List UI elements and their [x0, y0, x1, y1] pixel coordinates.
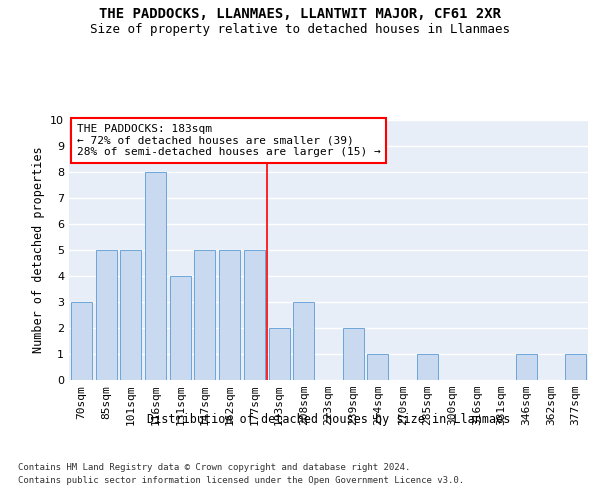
Bar [343, 328, 364, 380]
Bar [367, 354, 388, 380]
Bar [516, 354, 537, 380]
Text: Contains public sector information licensed under the Open Government Licence v3: Contains public sector information licen… [18, 476, 464, 485]
Bar [269, 328, 290, 380]
Bar [71, 302, 92, 380]
Text: THE PADDOCKS: 183sqm
← 72% of detached houses are smaller (39)
28% of semi-detac: THE PADDOCKS: 183sqm ← 72% of detached h… [77, 124, 380, 157]
Bar [120, 250, 141, 380]
Bar [194, 250, 215, 380]
Bar [219, 250, 240, 380]
Bar [293, 302, 314, 380]
Y-axis label: Number of detached properties: Number of detached properties [32, 146, 44, 354]
Text: Contains HM Land Registry data © Crown copyright and database right 2024.: Contains HM Land Registry data © Crown c… [18, 462, 410, 471]
Bar [244, 250, 265, 380]
Bar [170, 276, 191, 380]
Bar [95, 250, 116, 380]
Bar [565, 354, 586, 380]
Text: THE PADDOCKS, LLANMAES, LLANTWIT MAJOR, CF61 2XR: THE PADDOCKS, LLANMAES, LLANTWIT MAJOR, … [99, 8, 501, 22]
Text: Size of property relative to detached houses in Llanmaes: Size of property relative to detached ho… [90, 22, 510, 36]
Bar [145, 172, 166, 380]
Bar [417, 354, 438, 380]
Text: Distribution of detached houses by size in Llanmaes: Distribution of detached houses by size … [147, 412, 511, 426]
